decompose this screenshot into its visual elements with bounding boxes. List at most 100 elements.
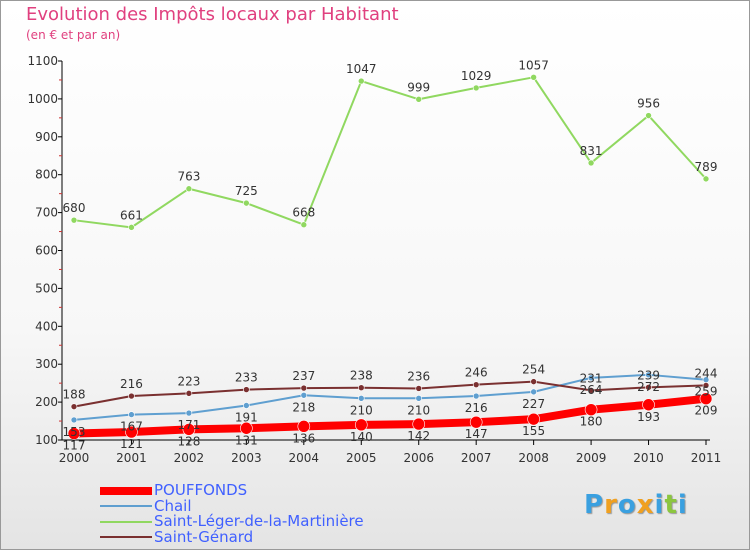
logo-letter: P <box>584 490 605 520</box>
series-point-2 <box>472 84 480 92</box>
data-label: 147 <box>465 427 488 441</box>
data-label: 171 <box>177 418 200 432</box>
data-label: 239 <box>637 368 660 382</box>
data-label: 680 <box>63 201 86 215</box>
series-point-3 <box>530 378 537 385</box>
chart-legend: POUFFONDS Chail Saint-Léger-de-la-Martiniè… <box>100 481 400 546</box>
data-label: 140 <box>350 430 373 444</box>
series-point-3 <box>415 385 423 392</box>
data-label: 193 <box>637 410 660 424</box>
data-label: 246 <box>465 366 488 380</box>
series-point-3 <box>472 381 480 388</box>
legend-label: Saint-Génard <box>154 527 254 546</box>
data-label: 227 <box>522 397 545 411</box>
y-tick-label: 100 <box>35 433 58 447</box>
series-point-2 <box>357 77 365 85</box>
series-point-3 <box>185 390 193 397</box>
data-label: 668 <box>292 206 315 220</box>
data-label: 236 <box>407 369 430 383</box>
data-label: 244 <box>695 366 718 380</box>
series-point-0 <box>642 398 655 412</box>
series-line-0 <box>70 394 710 438</box>
series-line-3 <box>73 380 707 408</box>
data-label: 956 <box>637 97 660 111</box>
data-label: 128 <box>177 434 200 448</box>
data-label: 231 <box>580 371 603 385</box>
logo-letter: i <box>677 490 688 520</box>
series-point-0 <box>182 423 196 436</box>
series-point-3 <box>128 392 135 400</box>
legend-item: Chail <box>100 497 400 515</box>
logo-letter: t <box>664 490 678 520</box>
logo-letter: o <box>617 490 637 520</box>
data-label: 789 <box>695 160 718 174</box>
x-tick-label: 2004 <box>289 451 320 465</box>
series-point-0 <box>469 415 483 429</box>
series-point-2 <box>587 159 595 167</box>
data-label: 763 <box>177 170 200 184</box>
y-tick-label: 500 <box>35 281 58 295</box>
data-label: 216 <box>465 401 488 415</box>
series-point-2 <box>530 73 537 81</box>
x-tick-label: 2007 <box>461 451 492 465</box>
series-point-0 <box>584 403 598 416</box>
chart-title: Evolution des Impôts locaux par Habitant <box>26 4 399 25</box>
chart-subtitle: (en € et par an) <box>26 28 121 42</box>
series-point-1 <box>185 409 193 417</box>
logo-letter: r <box>604 490 618 520</box>
logo-letter: x <box>636 490 655 520</box>
data-label: 131 <box>235 433 258 447</box>
y-tick-label: 600 <box>35 244 58 258</box>
series-point-0 <box>125 425 138 439</box>
series-point-0 <box>699 392 713 405</box>
data-label: 831 <box>580 144 603 158</box>
data-label: 117 <box>63 439 86 453</box>
series-point-2 <box>243 199 250 207</box>
series-point-2 <box>645 112 652 119</box>
series-point-2 <box>702 175 710 183</box>
y-tick-label: 800 <box>35 168 58 182</box>
data-label: 254 <box>522 363 545 377</box>
series-point-1 <box>300 391 308 399</box>
data-label: 210 <box>407 403 430 417</box>
legend-swatch <box>100 486 152 495</box>
data-label: 218 <box>292 400 315 414</box>
data-label: 1057 <box>518 58 549 72</box>
series-point-1 <box>530 388 537 396</box>
y-tick-label: 1100 <box>27 54 58 68</box>
y-tick-label: 300 <box>35 357 58 371</box>
data-label: 216 <box>120 377 143 391</box>
series-point-0 <box>354 418 368 432</box>
data-label: 167 <box>120 420 143 434</box>
data-label: 191 <box>235 411 258 425</box>
series-point-3 <box>357 384 365 391</box>
x-tick-label: 2011 <box>691 451 722 465</box>
x-tick-label: 2006 <box>403 451 434 465</box>
series-line-1 <box>73 373 707 421</box>
x-tick-label: 2000 <box>59 451 90 465</box>
data-label: 209 <box>695 404 718 418</box>
data-label: 180 <box>580 415 603 429</box>
x-tick-label: 2003 <box>231 451 262 465</box>
data-label: 725 <box>235 184 258 198</box>
series-line-2 <box>73 76 707 229</box>
data-label: 210 <box>350 403 373 417</box>
data-label: 661 <box>120 208 143 222</box>
data-label: 237 <box>292 369 315 383</box>
series-point-1 <box>357 395 365 402</box>
x-tick-label: 2005 <box>346 451 377 465</box>
data-label: 142 <box>407 429 430 443</box>
series-point-1 <box>645 371 652 379</box>
data-label: 223 <box>177 374 200 388</box>
series-point-0 <box>297 420 311 433</box>
series-point-1 <box>587 374 595 382</box>
data-label: 264 <box>580 383 603 397</box>
series-point-0 <box>67 427 81 440</box>
data-label: 121 <box>120 437 143 451</box>
x-tick-label: 2001 <box>116 451 147 465</box>
legend-item: Saint-Léger-de-la-Martinière <box>100 512 400 530</box>
series-point-3 <box>70 403 78 410</box>
series-point-2 <box>128 224 135 231</box>
